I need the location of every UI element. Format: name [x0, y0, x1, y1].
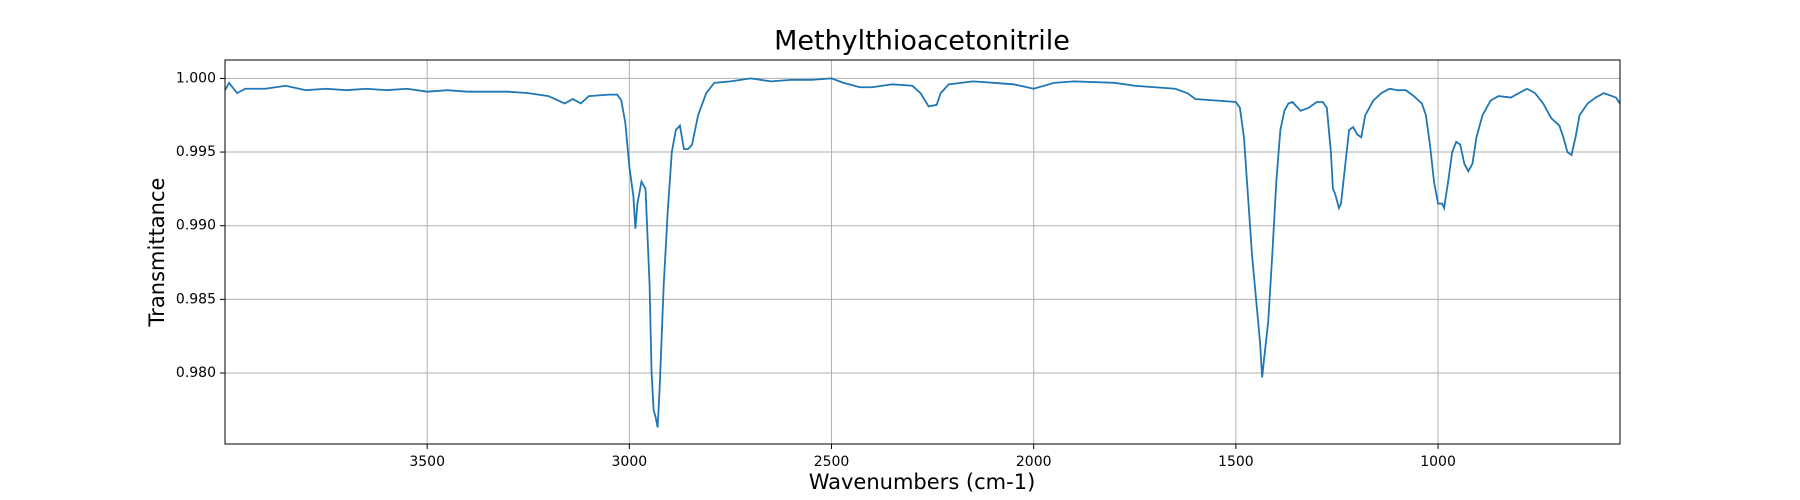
- x-tick-label: 1500: [1218, 454, 1254, 470]
- y-tick-label: 0.990: [176, 218, 216, 234]
- y-tick-label: 1.000: [176, 70, 216, 86]
- chart-title: Methylthioacetonitrile: [774, 26, 1070, 57]
- y-tick-label: 0.995: [176, 144, 216, 160]
- x-tick-label: 2000: [1016, 454, 1052, 470]
- x-tick-label: 3500: [409, 454, 445, 470]
- plot-frame: [224, 59, 1621, 445]
- x-axis-label: Wavenumbers (cm-1): [809, 470, 1036, 494]
- y-tick-label: 0.980: [176, 365, 216, 381]
- x-tick-label: 3000: [612, 454, 648, 470]
- y-tick-label: 0.985: [176, 291, 216, 307]
- x-tick-label: 1000: [1420, 454, 1456, 470]
- y-axis-label: Transmittance: [145, 178, 169, 328]
- spectrum-line: [225, 77, 1620, 428]
- x-tick-label: 2500: [814, 454, 850, 470]
